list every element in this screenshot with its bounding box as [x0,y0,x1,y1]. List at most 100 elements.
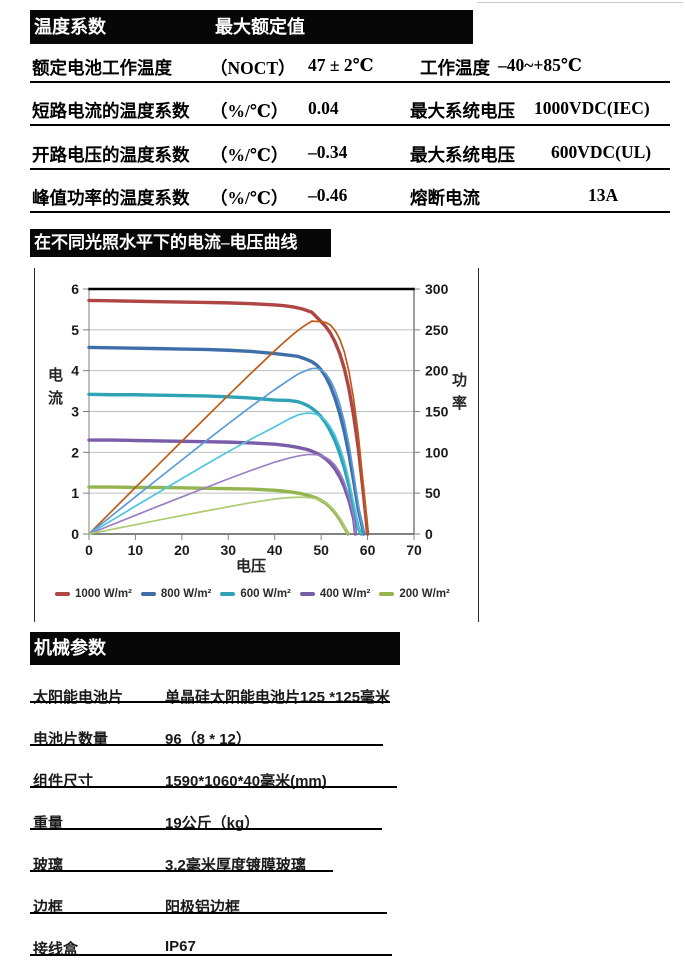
row-label: 太阳能电池片 [33,689,124,706]
row-label: 边框 [33,899,64,916]
table-row: 玻璃 3.2毫米厚度镀膜玻璃 [33,854,673,874]
right-axis-title: 功率 [452,372,468,412]
row-value: 单晶硅太阳能电池片125 *125毫米 [165,689,391,706]
row-divider [30,211,670,213]
row-value2: 13A [588,185,619,205]
svg-text:30: 30 [220,542,236,558]
svg-text:70: 70 [406,542,422,558]
legend-item: 200 W/m² [379,588,450,600]
svg-text:300: 300 [425,281,449,297]
svg-text:10: 10 [128,542,144,558]
row-divider [30,124,670,126]
svg-text:250: 250 [425,322,449,338]
legend-item: 1000 W/m² [55,588,132,600]
row-label: 峰值功率的温度系数 [32,188,190,208]
svg-text:1: 1 [71,485,79,501]
row-value: 47 ± 2℃ [308,55,374,75]
row-label2: 熔断电流 [410,188,480,208]
row-label: 开路电压的温度系数 [32,145,190,165]
svg-text:50: 50 [425,485,441,501]
svg-text:0: 0 [85,542,93,558]
temperature-header-title: 温度系数 [34,17,106,37]
row-divider [30,828,382,830]
table-row: 组件尺寸 1590*1060*40毫米(mm) [33,770,673,790]
legend-swatch [55,592,70,596]
row-divider [30,786,397,788]
table-row: 重量 19公斤（kg） [33,812,673,832]
svg-text:150: 150 [425,404,449,420]
chart-title: 在不同光照水平下的电流–电压曲线 [34,233,298,252]
iv-pv-chart-frame: 0 10 20 30 40 50 60 70 0 1 2 3 4 5 6 0 50 100 150 200 250 300… [34,268,479,622]
legend-label: 1000 W/m² [75,588,132,600]
legend-swatch [379,592,395,596]
svg-text:6: 6 [71,281,79,297]
row-label: 电池片数量 [33,731,109,748]
row-label: 组件尺寸 [33,773,94,790]
table-row: 太阳能电池片 单晶硅太阳能电池片125 *125毫米 [33,686,673,706]
row-value: 19公斤（kg） [165,815,260,832]
row-value2: –40~+85℃ [498,55,582,75]
row-label2: 最大系统电压 [410,145,515,165]
chart-legend: 1000 W/m² 800 W/m² 600 W/m² 400 W/m² 200… [55,588,475,600]
svg-text:2: 2 [71,444,79,460]
row-divider [30,81,670,83]
row-value: 阳极铝边框 [165,899,241,916]
legend-swatch [299,592,315,596]
row-value: –0.34 [308,142,348,162]
svg-text:60: 60 [360,542,376,558]
legend-label: 800 W/m² [160,588,212,600]
row-value2: 600VDC(UL) [551,142,652,162]
mechanical-section-header: 机械参数 [30,632,400,665]
temperature-section-header: 温度系数 最大额定值 [30,10,473,44]
table-row: 边框 阳极铝边框 [33,896,673,916]
table-row: 峰值功率的温度系数 （%/℃） –0.46 熔断电流 13A [30,185,678,209]
svg-text:100: 100 [425,444,449,460]
row-label2: 最大系统电压 [410,101,515,121]
row-label: 短路电流的温度系数 [32,101,190,121]
mechanical-header-title: 机械参数 [34,638,106,658]
row-value: IP67 [165,938,196,955]
row-value2: 1000VDC(IEC) [534,98,650,118]
svg-text:20: 20 [174,542,190,558]
legend-label: 200 W/m² [399,588,450,600]
row-unit: （%/℃） [210,101,289,121]
legend-label: 400 W/m² [319,588,371,600]
svg-text:0: 0 [425,526,433,542]
legend-item: 800 W/m² [140,588,212,600]
row-value: –0.46 [308,185,348,205]
legend-label: 600 W/m² [240,588,291,600]
row-label: 重量 [33,815,64,832]
legend-swatch [220,592,236,596]
row-value: 0.04 [308,98,339,118]
table-row: 开路电压的温度系数 （%/℃） –0.34 最大系统电压 600VDC(UL) [30,142,678,166]
table-row: 接线盒 IP67 [33,938,673,958]
row-divider [30,701,390,703]
row-divider [30,912,387,914]
row-label: 玻璃 [33,857,64,874]
row-divider [30,168,670,170]
row-value: 96（8 * 12） [165,731,251,748]
svg-text:3: 3 [71,404,79,420]
x-axis-title: 电压 [235,558,266,575]
legend-swatch [140,592,156,596]
left-axis-title: 电流 [48,367,64,407]
row-label: 接线盒 [33,941,79,958]
svg-text:0: 0 [71,526,79,542]
legend-item: 400 W/m² [299,588,371,600]
table-row: 额定电池工作温度 （NOCT） 47 ± 2℃ 工作温度 –40~+85℃ [30,55,678,79]
svg-text:200: 200 [425,363,449,379]
row-unit: （%/℃） [210,188,289,208]
row-divider [30,744,383,746]
table-row: 短路电流的温度系数 （%/℃） 0.04 最大系统电压 1000VDC(IEC) [30,98,678,122]
row-label2: 工作温度 [420,58,490,78]
row-value: 1590*1060*40毫米(mm) [165,773,327,790]
row-divider [30,870,333,872]
row-value: 3.2毫米厚度镀膜玻璃 [165,857,306,874]
max-ratings-header-title: 最大额定值 [215,17,305,37]
legend-item: 600 W/m² [220,588,291,600]
row-unit: （NOCT） [210,58,296,78]
row-label: 额定电池工作温度 [32,58,172,78]
page-edge-line [477,2,683,3]
